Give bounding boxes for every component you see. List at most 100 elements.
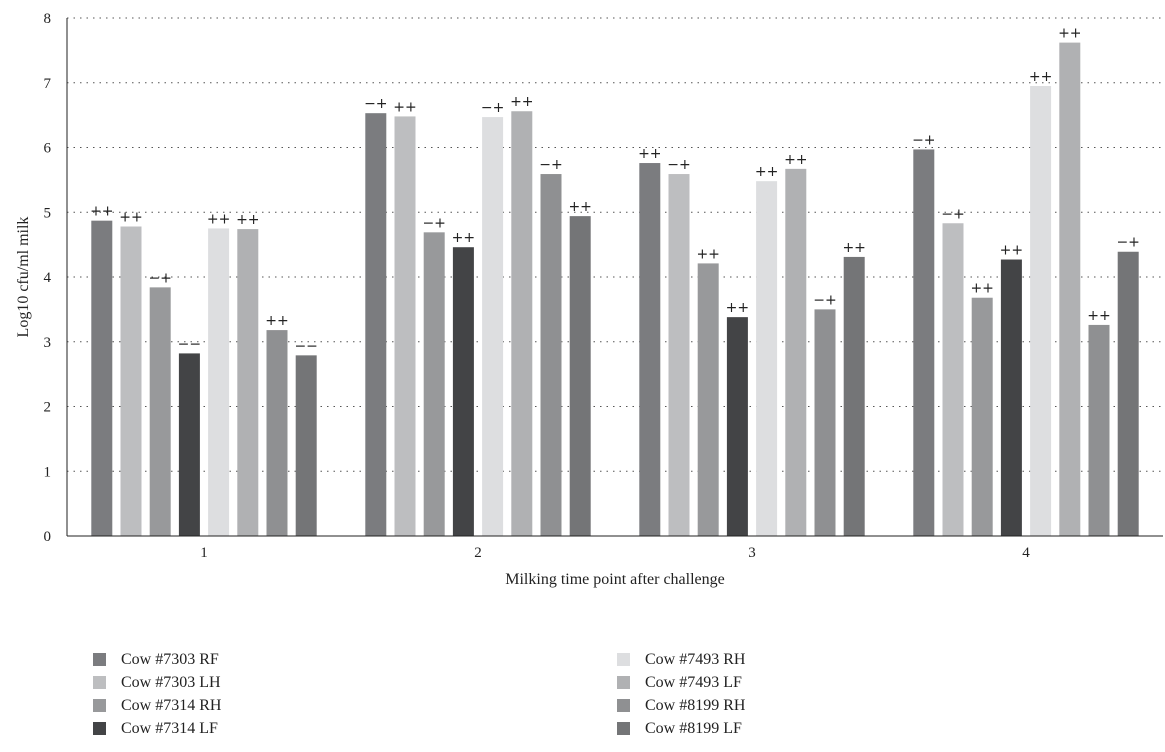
bar <box>1117 251 1139 536</box>
bar <box>785 168 807 536</box>
bar <box>394 116 416 537</box>
y-tick-label: 4 <box>44 270 52 286</box>
legend-item: Cow #7493 LF <box>617 671 745 694</box>
bar <box>1059 42 1081 536</box>
legend-swatch <box>617 699 630 712</box>
bar <box>91 220 113 537</box>
bar-label: −− <box>294 338 317 354</box>
bar-label: ++ <box>784 152 807 168</box>
bar-label: −− <box>178 336 201 352</box>
bar-label: ++ <box>638 146 661 162</box>
y-tick-label: 1 <box>44 464 52 480</box>
bar-label: −+ <box>667 157 690 173</box>
bar-label: ++ <box>236 212 259 228</box>
legend-label: Cow #7303 RF <box>121 650 219 668</box>
x-tick-label: 3 <box>748 545 756 561</box>
bar <box>814 309 836 536</box>
x-tick-label: 2 <box>474 545 482 561</box>
bar-label: ++ <box>1000 243 1023 259</box>
bar-label: −+ <box>481 100 504 116</box>
bar <box>843 256 865 536</box>
bar-label: ++ <box>696 246 719 262</box>
legend-label: Cow #7493 RH <box>645 650 746 668</box>
bar <box>237 229 259 536</box>
legend-label: Cow #7314 RH <box>121 696 222 714</box>
y-tick-label: 5 <box>44 205 52 221</box>
bar <box>452 247 474 536</box>
legend-label: Cow #7314 LF <box>121 719 218 737</box>
bar-label: ++ <box>119 209 142 225</box>
bar-label: −+ <box>148 270 171 286</box>
legend-label: Cow #7493 LF <box>645 673 742 691</box>
bar-label: −+ <box>912 132 935 148</box>
bar-label: ++ <box>726 300 749 316</box>
legend-label: Cow #8199 LF <box>645 719 742 737</box>
x-tick-label: 4 <box>1022 545 1030 561</box>
bar <box>756 181 778 537</box>
bar <box>1088 324 1110 536</box>
bar-label: ++ <box>1087 308 1110 324</box>
bar-label: ++ <box>265 313 288 329</box>
bar-label: ++ <box>510 94 533 110</box>
bar <box>511 111 533 537</box>
y-tick-label: 0 <box>44 529 52 545</box>
bar-label: ++ <box>970 281 993 297</box>
bar <box>365 113 387 537</box>
legend-item: Cow #7314 RH <box>93 694 221 717</box>
bar-label: −+ <box>539 157 562 173</box>
bar-label: ++ <box>1029 69 1052 85</box>
bar <box>540 174 562 537</box>
bar <box>120 226 142 536</box>
bar-chart: ++ ++ −+ −− ++ ++ ++ −− −+ ++ −+ ++ −+ ++ −+ ++ ++ −+ ++ ++… <box>15 11 1163 588</box>
y-tick-label: 6 <box>44 141 52 157</box>
y-tick-label: 3 <box>44 335 52 351</box>
axes: 0 1 2 3 4 5 6 7 8 1 2 3 4 <box>44 11 1163 561</box>
bar <box>1000 259 1022 536</box>
bar-label: −+ <box>941 206 964 222</box>
legend-label: Cow #7303 LH <box>121 673 221 691</box>
y-axis-title: Log10 cfu/ml milk <box>15 217 32 338</box>
bar-label: −+ <box>422 215 445 231</box>
legend-swatch <box>93 653 106 666</box>
bar <box>569 216 591 536</box>
bar <box>942 223 964 536</box>
bar-labels: ++ ++ −+ −− ++ ++ ++ −− −+ ++ −+ ++ −+ ++ −+ ++ ++ −+ ++ ++… <box>90 26 1140 355</box>
legend-item: Cow #8199 LF <box>617 717 745 740</box>
y-tick-label: 8 <box>44 11 52 27</box>
bar-label: ++ <box>207 211 230 227</box>
y-tick-label: 2 <box>44 400 52 416</box>
bar <box>971 297 993 536</box>
bar <box>266 330 288 536</box>
bar <box>149 287 171 536</box>
legend-swatch <box>93 699 106 712</box>
bar-label: ++ <box>1058 26 1081 42</box>
bar-label: ++ <box>393 99 416 115</box>
bar <box>423 232 445 536</box>
bar-label: ++ <box>842 240 865 256</box>
bar-label: ++ <box>90 204 113 220</box>
bar <box>208 228 230 536</box>
x-tick-label: 1 <box>200 545 208 561</box>
legend-swatch <box>93 722 106 735</box>
bar <box>178 353 200 536</box>
legend-swatch <box>617 676 630 689</box>
bar-label: ++ <box>755 164 778 180</box>
legend-item: Cow #7303 RF <box>93 648 221 671</box>
bar <box>913 149 935 536</box>
legend-column-left: Cow #7303 RF Cow #7303 LH Cow #7314 RH C… <box>93 648 221 740</box>
bar-label: ++ <box>452 230 475 246</box>
legend-item: Cow #8199 RH <box>617 694 745 717</box>
legend-item: Cow #7314 LF <box>93 717 221 740</box>
bar-label: −+ <box>364 96 387 112</box>
legend-swatch <box>93 676 106 689</box>
bar <box>295 355 317 536</box>
legend: Cow #7303 RF Cow #7303 LH Cow #7314 RH C… <box>93 648 1093 748</box>
legend-swatch <box>617 722 630 735</box>
legend-column-right: Cow #7493 RH Cow #7493 LF Cow #8199 RH C… <box>617 648 745 740</box>
legend-item: Cow #7493 RH <box>617 648 745 671</box>
bar <box>697 263 719 536</box>
gridlines <box>67 17 1163 472</box>
legend-label: Cow #8199 RH <box>645 696 746 714</box>
y-tick-label: 7 <box>44 76 52 92</box>
bars <box>91 42 1139 537</box>
